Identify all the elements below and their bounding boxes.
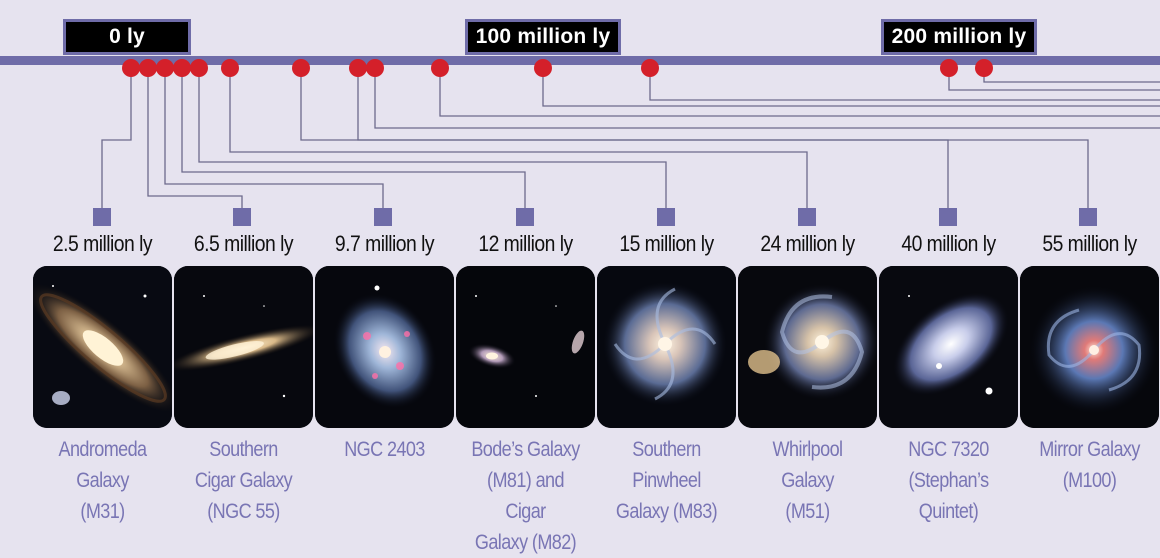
galaxy-photo-southern-cigar (174, 266, 313, 428)
galaxy-photo-ngc-7320 (879, 266, 1018, 428)
distance-label: 9.7 million ly (334, 231, 435, 256)
distance-marker-dot (156, 59, 174, 77)
connector-line (357, 68, 949, 210)
connector-line (439, 68, 1160, 117)
distance-marker-dot (139, 59, 157, 77)
connector-square-marker (516, 208, 534, 226)
connector-line (983, 68, 1160, 83)
connector-line (198, 68, 667, 210)
galaxy-photo-andromeda (33, 266, 172, 428)
connector-line (147, 68, 243, 210)
connector-line (229, 68, 808, 210)
scale-label-100-million-ly: 100 million ly (465, 19, 621, 55)
distance-marker-dot (431, 59, 449, 77)
connector-line (542, 68, 1160, 107)
distance-marker-dot (221, 59, 239, 77)
galaxy-photo-whirlpool (738, 266, 877, 428)
connector-square-marker (1079, 208, 1097, 226)
distance-label: 24 million ly (760, 231, 855, 256)
distance-label: 12 million ly (478, 231, 573, 256)
scale-label-200-million-ly: 200 million ly (881, 19, 1037, 55)
distance-marker-dot (349, 59, 367, 77)
distance-label: 55 million ly (1042, 231, 1137, 256)
distance-label: 40 million ly (901, 231, 996, 256)
distance-marker-dot (122, 59, 140, 77)
galaxy-name: Mirror Galaxy (M100) (1039, 438, 1140, 492)
galaxy-photo-ngc-2403 (315, 266, 454, 428)
connector-line (649, 68, 1160, 101)
connector-square-marker (798, 208, 816, 226)
distance-marker-dot (366, 59, 384, 77)
distance-label: 15 million ly (619, 231, 714, 256)
connector-square-marker (93, 208, 111, 226)
galaxy-name: Bode’s Galaxy (M81) and Cigar Galaxy (M82) (471, 438, 580, 554)
distance-marker-dot (190, 59, 208, 77)
distance-label: 2.5 million ly (52, 231, 153, 256)
distance-marker-dot (940, 59, 958, 77)
galaxy-name: NGC 2403 (344, 438, 425, 461)
galaxy-name: NGC 7320 (Stephan’s Quintet) (908, 438, 989, 523)
connector-line (374, 68, 1160, 129)
connector-line (181, 68, 526, 210)
connector-square-marker (939, 208, 957, 226)
galaxy-name: Southern Pinwheel Galaxy (M83) (615, 438, 718, 523)
connector-line (101, 68, 132, 210)
connector-line (164, 68, 384, 210)
galaxy-name: Southern Cigar Galaxy (NGC 55) (194, 438, 293, 523)
galaxy-photo-bodes-and-cigar (456, 266, 595, 428)
galaxy-photo-mirror (1020, 266, 1159, 428)
distance-marker-dot (641, 59, 659, 77)
connector-square-marker (374, 208, 392, 226)
scale-label-0-ly: 0 ly (63, 19, 191, 55)
connector-square-marker (657, 208, 675, 226)
distance-timeline: 0 ly 100 million ly 200 million ly 2.5 m… (0, 19, 1160, 554)
distance-marker-dot (292, 59, 310, 77)
connector-square-marker (233, 208, 251, 226)
galaxy-name: Whirlpool Galaxy (M51) (772, 438, 843, 523)
timeline-graphics (0, 56, 1160, 226)
distance-marker-dot (975, 59, 993, 77)
galaxy-name: Andromeda Galaxy (M31) (58, 438, 148, 523)
timeline-axis (0, 56, 1160, 65)
distance-label: 6.5 million ly (193, 231, 294, 256)
distance-marker-dot (534, 59, 552, 77)
connector-line (300, 68, 1089, 210)
galaxy-photo-southern-pinwheel (597, 266, 736, 428)
distance-marker-dot (173, 59, 191, 77)
